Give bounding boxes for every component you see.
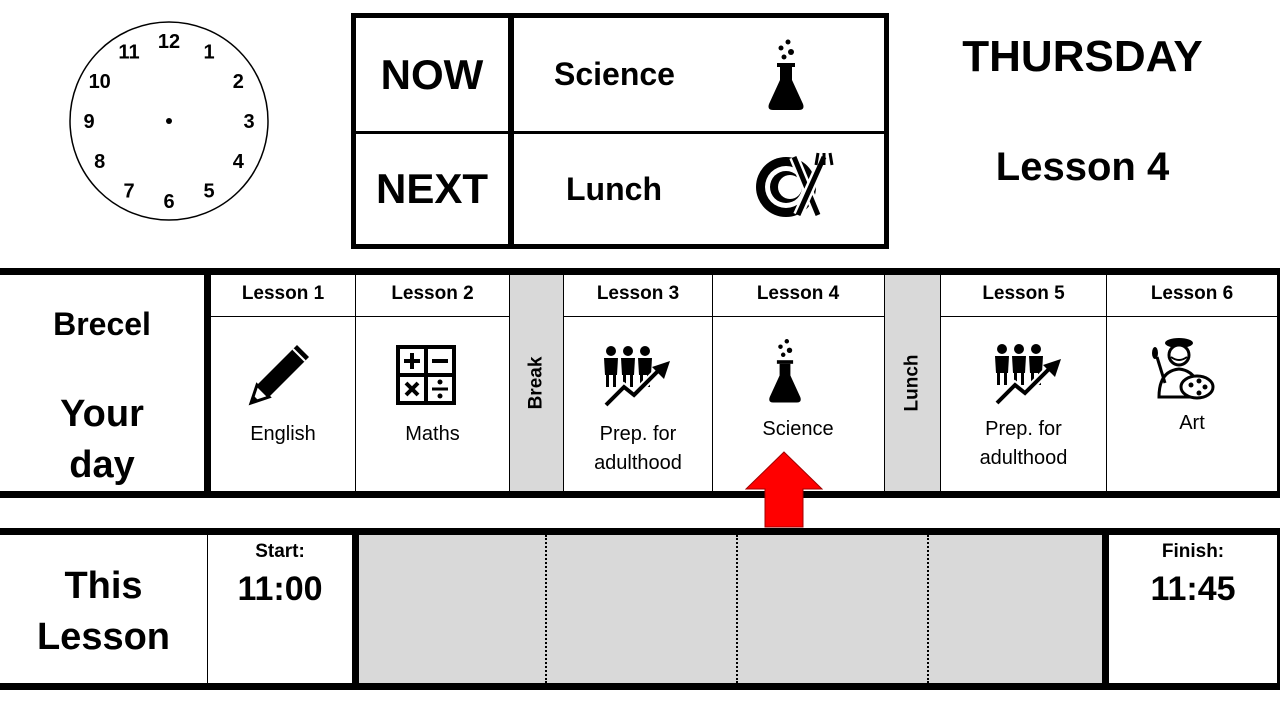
- progress-divider-2: [736, 535, 738, 683]
- lunch-label-wrap: Lunch: [884, 275, 941, 491]
- lunch-label: Lunch: [901, 354, 923, 412]
- lesson-3-subject-line2: adulthood: [594, 452, 682, 474]
- lesson-2-header: Lesson 2: [391, 283, 474, 304]
- finish-time: 11:45: [1150, 570, 1236, 608]
- lunch-column: [884, 275, 941, 491]
- flask-icon: [767, 335, 803, 407]
- break-label-wrap: Break: [509, 275, 564, 491]
- clock-numeral: 2: [233, 71, 244, 93]
- clock-numeral: 9: [83, 111, 94, 133]
- start-label: Start:: [255, 541, 305, 562]
- clock-numeral: 1: [203, 42, 214, 64]
- clock-numeral: 12: [158, 31, 180, 53]
- up-arrow-icon: [745, 451, 823, 528]
- this-lesson-line1: This: [64, 565, 143, 607]
- flask-icon: [766, 38, 806, 112]
- lesson-1-subject: English: [250, 423, 316, 445]
- people-growth-icon: [993, 343, 1065, 405]
- analog-clock: 12 1 2 3 4 5 6 7 8 9 10 11: [68, 20, 270, 222]
- pencil-icon: [245, 341, 313, 409]
- lesson-4-subject: Science: [762, 418, 834, 440]
- break-label: Break: [525, 356, 547, 410]
- break-column: [509, 275, 564, 491]
- clock-numeral: 5: [203, 180, 214, 202]
- your-day-line2: day: [69, 444, 135, 486]
- now-subject: Science: [554, 56, 675, 92]
- lesson-2-subject: Maths: [405, 423, 460, 445]
- clock-numeral: 6: [163, 191, 174, 213]
- current-lesson-title: Lesson 4: [995, 144, 1170, 189]
- clock-numeral: 11: [118, 42, 139, 64]
- lesson-progress-bar: [352, 535, 1109, 683]
- lesson-5-subject-line2: adulthood: [979, 447, 1068, 469]
- now-label: NOW: [380, 50, 484, 98]
- calculator-icon: [396, 345, 456, 405]
- lesson-3-subject-line1: Prep. for: [599, 423, 677, 445]
- clock-numeral: 8: [94, 151, 105, 173]
- lesson-5-header: Lesson 5: [982, 283, 1065, 304]
- lesson-6-header: Lesson 6: [1150, 283, 1234, 304]
- this-lesson-line2: Lesson: [36, 616, 171, 658]
- progress-divider-1: [545, 535, 547, 683]
- next-label: NEXT: [375, 165, 488, 212]
- student-name: Brecel: [53, 306, 151, 342]
- clock-numeral: 7: [123, 180, 134, 202]
- timetable-grid: Lesson 1 English Lesson 2 Maths Break Le…: [211, 275, 1277, 491]
- progress-divider-3: [927, 535, 929, 683]
- start-time: 11:00: [237, 570, 323, 608]
- now-next-panel: NOW NEXT Science Lunch: [351, 13, 889, 249]
- next-subject: Lunch: [566, 171, 662, 207]
- your-day-line1: Your: [60, 393, 144, 435]
- lesson-1-header: Lesson 1: [241, 283, 325, 304]
- artist-icon: [1149, 335, 1215, 401]
- clock-numeral: 10: [89, 71, 111, 93]
- weekday-title: THURSDAY: [962, 32, 1203, 81]
- lesson-6-subject: Art: [1179, 412, 1205, 434]
- lesson-3-header: Lesson 3: [596, 283, 680, 304]
- finish-label: Finish:: [1161, 541, 1225, 562]
- plate-cutlery-icon: [754, 151, 834, 221]
- clock-numeral: 4: [233, 151, 245, 173]
- lesson-4-header: Lesson 4: [756, 283, 840, 304]
- lesson-5-subject-line1: Prep. for: [985, 418, 1062, 440]
- people-growth-icon: [602, 345, 674, 407]
- clock-numeral: 3: [243, 111, 254, 133]
